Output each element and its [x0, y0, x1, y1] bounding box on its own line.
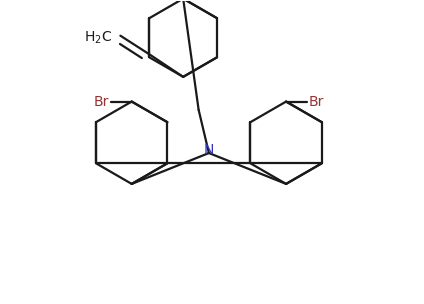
Text: Br: Br	[94, 95, 109, 109]
Text: Br: Br	[309, 95, 324, 109]
Text: N: N	[204, 143, 214, 157]
Text: H$_2$C: H$_2$C	[84, 29, 112, 46]
